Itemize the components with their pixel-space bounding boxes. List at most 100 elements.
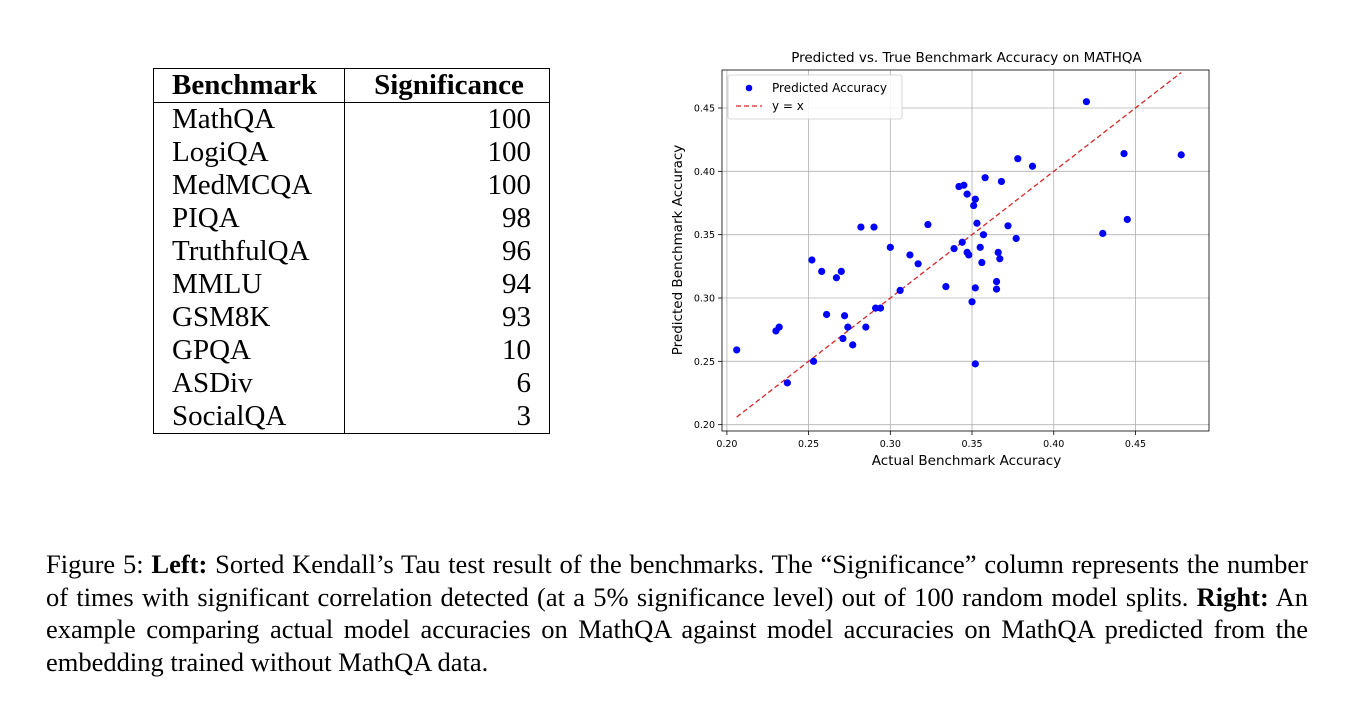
y-tick-label: 0.40 xyxy=(694,167,715,178)
caption-right-label: Right: xyxy=(1196,581,1269,612)
data-point xyxy=(857,223,865,231)
x-tick-label: 0.40 xyxy=(1043,439,1064,450)
data-point xyxy=(809,357,818,365)
data-point xyxy=(981,174,989,182)
header-benchmark: Benchmark xyxy=(153,68,345,103)
caption-left-text: Sorted Kendall’s Tau test result of the … xyxy=(46,549,1308,612)
table-row: GPQA 10 xyxy=(153,334,550,367)
data-point xyxy=(997,177,1006,186)
data-point xyxy=(950,245,958,253)
table-row: PIQA 98 xyxy=(153,202,550,235)
data-point xyxy=(832,274,840,282)
header-significance: Significance xyxy=(344,68,550,103)
x-tick-label: 0.25 xyxy=(798,439,819,450)
data-point xyxy=(1012,234,1020,243)
data-point xyxy=(968,298,976,306)
benchmark-cell: MathQA xyxy=(153,102,345,136)
data-point xyxy=(958,238,966,246)
data-point xyxy=(818,267,826,275)
y-tick-label: 0.45 xyxy=(694,104,715,115)
data-point xyxy=(1082,98,1091,106)
data-point xyxy=(971,284,979,292)
benchmark-cell: PIQA xyxy=(153,202,345,235)
data-point xyxy=(971,360,979,368)
data-point xyxy=(896,286,904,294)
data-point xyxy=(976,243,984,251)
data-point xyxy=(839,334,847,343)
y-tick-label: 0.25 xyxy=(694,357,715,368)
legend-box xyxy=(727,74,903,120)
significance-cell: 3 xyxy=(516,400,532,432)
y-axis-label: Predicted Benchmark Accuracy xyxy=(670,145,686,355)
x-axis-label: Actual Benchmark Accuracy xyxy=(872,453,1061,469)
legend-label-yx: y = x xyxy=(772,99,804,113)
figure-caption: Figure 5: Left: Sorted Kendall’s Tau tes… xyxy=(46,548,1308,678)
table-row: LogiQA 100 xyxy=(153,136,550,169)
data-point xyxy=(870,223,878,231)
significance-cell: 100 xyxy=(487,169,532,201)
y-tick-label: 0.35 xyxy=(694,230,715,241)
data-points xyxy=(733,98,1185,387)
legend: Predicted Accuracy y = x xyxy=(727,74,903,120)
legend-label-predicted: Predicted Accuracy xyxy=(772,81,887,95)
x-tick-label: 0.45 xyxy=(1125,439,1146,450)
significance-cell: 100 xyxy=(487,103,532,135)
table-row: MathQA 100 xyxy=(153,102,550,136)
data-point xyxy=(783,379,791,387)
data-point xyxy=(965,251,973,259)
table-row: MMLU 94 xyxy=(153,268,550,301)
table-row: MedMCQA 100 xyxy=(153,169,550,202)
table-row: GSM8K 93 xyxy=(153,301,550,334)
significance-cell: 94 xyxy=(502,268,531,300)
significance-cell: 6 xyxy=(516,367,532,399)
axis-ticks: 0.20 0.25 0.30 0.35 0.40 0.45 0.20 0.25 0.30 0.35… xyxy=(694,104,1146,451)
data-point xyxy=(970,201,978,210)
data-point xyxy=(1120,150,1128,158)
significance-cell: 10 xyxy=(502,334,531,366)
chart-title: Predicted vs. True Benchmark Accuracy on… xyxy=(791,50,1142,66)
data-point xyxy=(862,323,870,331)
data-point xyxy=(840,312,849,320)
scatter-chart: Predicted vs. True Benchmark Accuracy on… xyxy=(670,50,1210,469)
caption-figure-label: Figure 5: xyxy=(46,549,152,579)
data-point xyxy=(979,231,988,239)
data-point xyxy=(1004,222,1012,230)
benchmark-cell: MMLU xyxy=(153,268,345,301)
data-point xyxy=(963,190,971,198)
caption-right-text: An example comparing actual model accura… xyxy=(46,581,1308,677)
data-point xyxy=(1028,162,1037,170)
table-header-row: Benchmark Significance xyxy=(153,68,550,103)
data-point xyxy=(1123,215,1131,224)
significance-cell: 100 xyxy=(487,136,532,168)
data-point xyxy=(994,248,1002,256)
data-point xyxy=(1177,151,1185,159)
data-point xyxy=(849,341,857,349)
x-tick-label: 0.30 xyxy=(880,439,901,450)
data-point xyxy=(837,267,845,275)
x-tick-label: 0.35 xyxy=(961,439,982,450)
data-point xyxy=(886,243,894,251)
data-point xyxy=(733,346,741,354)
significance-cell: 98 xyxy=(502,202,531,234)
data-point xyxy=(808,256,816,264)
benchmark-cell: GPQA xyxy=(153,334,345,367)
data-point xyxy=(960,181,968,189)
data-point xyxy=(996,255,1004,263)
benchmark-cell: TruthfulQA xyxy=(153,235,345,268)
data-point xyxy=(973,219,981,227)
data-point xyxy=(1099,229,1107,237)
data-point xyxy=(822,310,831,319)
benchmark-cell: ASDiv xyxy=(153,367,345,400)
benchmark-cell: MedMCQA xyxy=(153,169,345,202)
significance-cell: 96 xyxy=(502,235,531,267)
benchmark-cell: GSM8K xyxy=(153,301,345,334)
legend-marker-predicted xyxy=(745,84,753,92)
data-point xyxy=(775,323,783,331)
data-point xyxy=(978,258,986,267)
data-point xyxy=(906,251,914,259)
y-tick-label: 0.30 xyxy=(694,294,715,305)
benchmark-cell: SocialQA xyxy=(153,400,345,434)
plot-frame xyxy=(721,69,1210,432)
data-point xyxy=(992,285,1001,293)
benchmark-cell: LogiQA xyxy=(153,136,345,169)
